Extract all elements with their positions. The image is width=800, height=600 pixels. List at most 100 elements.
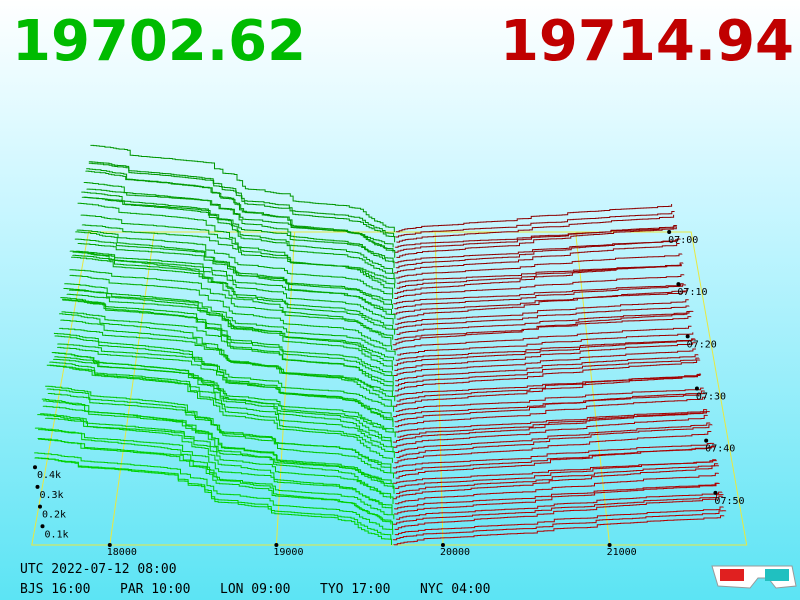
tick-mark xyxy=(274,543,279,547)
bid-depth-line xyxy=(74,238,394,309)
tick-mark xyxy=(107,543,112,547)
ask-depth-line xyxy=(394,422,711,453)
depth-tick-label: 0.2k xyxy=(42,510,66,521)
ask-depth-line xyxy=(396,289,688,320)
ask-price: 19714.94 xyxy=(500,9,794,74)
ask-depth-line xyxy=(394,299,689,325)
clock-label: TYO 17:00 xyxy=(320,582,390,597)
bid-depth-line xyxy=(63,288,393,371)
price-tick-label: 18000 xyxy=(107,547,137,558)
bid-depth-line xyxy=(40,413,394,504)
tick-mark xyxy=(667,230,672,234)
bid-depth-line xyxy=(69,289,396,356)
bid-depth-line xyxy=(72,254,396,335)
ask-depth-line xyxy=(393,393,706,418)
tick-mark xyxy=(713,490,718,495)
depth-lines xyxy=(34,144,727,546)
ask-depth-line xyxy=(394,354,699,382)
ask-depth-line xyxy=(395,491,723,520)
ask-depth-line xyxy=(395,387,704,412)
bid-depth-line xyxy=(51,352,392,448)
tick-mark xyxy=(33,465,37,470)
ask-depth-line xyxy=(396,226,677,258)
depth-tick-label: 0.1k xyxy=(45,529,69,540)
ask-depth-line xyxy=(394,342,697,371)
ask-depth-line xyxy=(395,204,673,233)
ask-depth-line xyxy=(392,465,719,500)
bid-depth-line xyxy=(76,229,394,299)
bid-depth-line xyxy=(46,388,392,474)
bid-depth-line xyxy=(69,269,394,340)
bid-depth-line xyxy=(71,256,394,330)
ask-depth-line xyxy=(392,510,727,541)
bid-depth-line xyxy=(34,452,394,535)
time-tick-label: 07:40 xyxy=(705,444,735,455)
ask-depth-line xyxy=(395,445,716,479)
clock-label: LON 09:00 xyxy=(220,582,290,597)
ask-depth-line xyxy=(392,494,724,525)
bid-depth-line xyxy=(59,313,392,407)
ask-depth-line xyxy=(397,410,707,438)
utc-time: UTC 2022-07-12 08:00 xyxy=(20,562,177,577)
bid-depth-line xyxy=(37,414,393,515)
time-tick-label: 07:00 xyxy=(668,235,698,246)
bid-depth-line xyxy=(54,356,396,438)
bid-depth-line xyxy=(62,299,394,381)
bid-depth-line xyxy=(49,361,394,453)
ask-depth-line xyxy=(393,291,686,315)
time-tick-label: 07:10 xyxy=(677,287,707,298)
tick-mark xyxy=(704,438,709,443)
ask-depth-line xyxy=(394,359,701,392)
ask-depth-line xyxy=(394,262,684,294)
time-tick-label: 07:20 xyxy=(687,339,717,350)
ask-depth-line xyxy=(396,311,690,335)
bid-depth-line xyxy=(60,297,394,392)
ask-depth-line xyxy=(393,283,684,305)
bid-depth-line xyxy=(37,438,392,525)
ask-depth-line xyxy=(394,274,685,299)
ask-depth-line xyxy=(395,409,708,433)
bid-depth-line xyxy=(81,196,395,279)
ask-depth-line xyxy=(392,442,715,469)
ask-depth-line xyxy=(393,414,708,448)
time-tick-label: 07:30 xyxy=(696,392,726,403)
bid-depth-line xyxy=(69,250,392,345)
ask-depth-line xyxy=(394,482,720,515)
tick-mark xyxy=(38,504,42,509)
tick-mark xyxy=(676,282,681,287)
ask-depth-line xyxy=(395,238,681,269)
bid-depth-line xyxy=(38,429,393,510)
price-tick-label: 19000 xyxy=(273,547,303,558)
ask-depth-line xyxy=(394,431,712,464)
ask-depth-line xyxy=(395,211,675,238)
ask-depth-line xyxy=(393,325,692,351)
ask-depth-line xyxy=(394,284,687,310)
bid-depth-line xyxy=(83,182,395,268)
ask-depth-line xyxy=(396,373,701,402)
ask-depth-line xyxy=(392,411,710,443)
tick-mark xyxy=(694,386,699,391)
ask-depth-line xyxy=(393,515,725,546)
ask-depth-line xyxy=(394,390,705,423)
ask-depth-line xyxy=(394,225,678,253)
bid-depth-line xyxy=(75,231,396,320)
ask-depth-line xyxy=(396,214,675,243)
bid-depth-line xyxy=(83,196,394,263)
bid-depth-line xyxy=(62,298,393,376)
bid-depth-line xyxy=(34,427,393,530)
clock-label: NYC 04:00 xyxy=(420,582,490,597)
price-tick-label: 21000 xyxy=(607,547,637,558)
ask-depth-line xyxy=(395,338,696,361)
ask-depth-line xyxy=(393,348,696,376)
price-tick-label: 20000 xyxy=(440,547,470,558)
bid-depth-line xyxy=(85,170,394,253)
clock-label: BJS 16:00 xyxy=(20,582,90,597)
bid-depth-line xyxy=(88,162,396,243)
ask-depth-line xyxy=(396,264,682,284)
tick-mark xyxy=(35,484,40,489)
ask-depth-line xyxy=(394,338,696,366)
bid-depth-line xyxy=(90,144,395,232)
grid-line xyxy=(434,231,444,546)
tick-mark xyxy=(685,334,690,339)
